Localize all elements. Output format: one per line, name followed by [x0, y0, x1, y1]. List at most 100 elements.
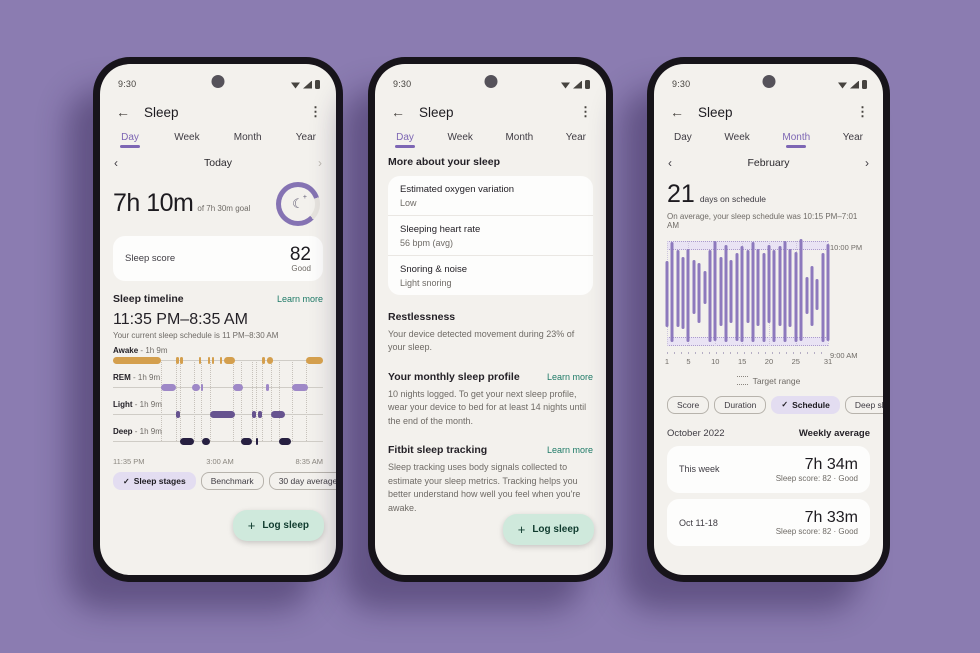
tab-year[interactable]: Year — [566, 132, 586, 148]
info-section: Fitbit sleep tracking Learn more Sleep tra… — [375, 438, 606, 525]
status-icons — [561, 79, 590, 89]
chip-schedule[interactable]: ✓ Schedule — [771, 395, 840, 414]
next-month-icon[interactable]: › — [864, 155, 869, 170]
stage-segment-bar — [201, 384, 203, 392]
stage-connector-line — [209, 362, 211, 442]
schedule-bar — [788, 248, 792, 328]
stage-connector-line — [251, 362, 253, 442]
app-bar: ← Sleep ⋮ — [375, 96, 606, 126]
log-sleep-fab[interactable]: + Log sleep — [232, 510, 324, 541]
status-bar: 9:30 — [375, 64, 606, 96]
stage-segment-bar — [176, 357, 180, 365]
weekly-average-card[interactable]: This week 7h 34m Sleep score: 82 · Good — [667, 445, 870, 493]
chip-label: Schedule — [792, 399, 830, 410]
schedule-bar — [799, 238, 803, 341]
app-bar: ← Sleep ⋮ — [100, 96, 336, 126]
chip-benchmark[interactable]: Benchmark — [200, 472, 264, 491]
tab-day[interactable]: Day — [395, 132, 415, 148]
chart-legend: Target range — [654, 370, 883, 388]
time-axis-label: 8:35 AM — [295, 457, 323, 467]
metric-filter-chips: Score Duration ✓Schedule Deep sleep — [654, 388, 883, 414]
back-icon[interactable]: ← — [391, 104, 405, 120]
chip-label: Duration — [724, 399, 757, 410]
tab-year[interactable]: Year — [296, 132, 316, 148]
learn-more-link[interactable]: Learn more — [546, 445, 593, 455]
sleep-timeline-header: Sleep timeline Learn more — [100, 291, 336, 309]
metric-value: 56 bpm (avg) — [400, 237, 454, 248]
plus-icon: + — [517, 522, 526, 537]
tab-day[interactable]: Day — [120, 132, 140, 148]
stage-connector-line — [201, 362, 203, 442]
info-section: Your monthly sleep profile Learn more 10 n… — [375, 365, 606, 439]
schedule-bar — [735, 253, 739, 341]
schedule-bar — [697, 263, 701, 323]
tab-month[interactable]: Month — [782, 132, 810, 148]
learn-more-link[interactable]: Learn more — [546, 371, 593, 382]
timeline-axis-labels: 11:35 PM 3:00 AM 8:35 AM — [100, 454, 336, 466]
chip-label: 30 day average — [278, 476, 336, 487]
tab-label: Day — [396, 132, 414, 143]
sleep-score-card[interactable]: Sleep score 82 Good — [113, 235, 323, 282]
schedule-bar — [676, 249, 680, 328]
chip-30-day-average[interactable]: 30 day average — [268, 472, 336, 491]
stage-segment-bar — [176, 411, 181, 419]
log-sleep-fab[interactable]: + Log sleep — [502, 514, 594, 545]
schedule-bar — [778, 246, 782, 326]
status-time: 9:30 — [672, 79, 691, 89]
stage-connector-line — [161, 362, 163, 442]
stage-label: Light - 1h 9m — [113, 400, 162, 410]
info-section: Restlessness Your device detected movemen… — [375, 305, 606, 365]
metric-card-snoring-noise[interactable]: Snoring & noise Light snoring — [388, 254, 593, 295]
more-options-icon[interactable]: ⋮ — [579, 104, 592, 119]
metric-card-estimated-oxygen-variation[interactable]: Estimated oxygen variation Low — [388, 176, 593, 215]
metric-card-sleeping-heart-rate[interactable]: Sleeping heart rate 56 bpm (avg) — [388, 214, 593, 255]
tab-week[interactable]: Week — [448, 132, 473, 148]
weekly-average-card[interactable]: Oct 11-18 7h 33m Sleep score: 82 · Good — [667, 498, 870, 547]
tab-month[interactable]: Month — [505, 132, 533, 148]
tab-month[interactable]: Month — [234, 132, 262, 148]
monthly-schedule-chart: 10:00 PM 9:00 AM 1 5 10 15 20 25 31 — [665, 238, 870, 370]
chip-sleep-stages[interactable]: ✓ Sleep stages — [113, 472, 196, 491]
stage-segment-bar — [113, 357, 162, 365]
timeline-learn-more-link[interactable]: Learn more — [276, 294, 323, 305]
chip-score[interactable]: Score — [667, 395, 710, 414]
prev-date-icon[interactable]: ‹ — [114, 155, 118, 170]
tab-label: Month — [505, 132, 534, 143]
tab-week[interactable]: Week — [724, 132, 749, 148]
chip-duration[interactable]: Duration — [714, 395, 767, 414]
more-options-icon[interactable]: ⋮ — [309, 104, 322, 119]
stage-track — [113, 384, 323, 392]
next-date-icon[interactable]: › — [318, 155, 322, 170]
info-sections: Restlessness Your device detected movemen… — [375, 305, 606, 526]
back-icon[interactable]: ← — [670, 104, 684, 120]
stage-segment-bar — [209, 411, 235, 419]
sleep-stage-row: Deep - 1h 9m — [113, 427, 323, 446]
stage-label: Deep - 1h 9m — [113, 427, 162, 437]
stage-segment-bar — [161, 384, 176, 392]
stage-segment-bar — [241, 438, 252, 446]
schedule-bar — [751, 241, 755, 342]
sleep-stage-row: REM - 1h 9m — [113, 373, 323, 392]
check-icon: ✓ — [123, 476, 130, 486]
tab-day[interactable]: Day — [674, 132, 692, 148]
list-month-label: October 2022 — [667, 427, 725, 439]
stage-segment-bar — [291, 384, 309, 392]
stage-segment-bar — [224, 357, 235, 365]
stage-segment-bar — [180, 438, 194, 446]
more-options-icon[interactable]: ⋮ — [856, 104, 869, 119]
prev-month-icon[interactable]: ‹ — [668, 155, 672, 170]
stage-segment-bar — [191, 384, 201, 392]
tab-year[interactable]: Year — [843, 132, 863, 148]
tab-week[interactable]: Week — [174, 132, 199, 148]
status-bar: 9:30 — [654, 64, 883, 96]
tab-label: Year — [295, 132, 316, 143]
chip-deep-sleep[interactable]: Deep sleep — [844, 395, 883, 414]
screen: 9:30 ← Sleep ⋮ Day Week Month Year More abo… — [375, 64, 606, 575]
stage-name: Deep — [113, 427, 133, 437]
section-title: Your monthly sleep profile — [388, 370, 520, 383]
schedule-bar — [826, 244, 830, 341]
week-score-text: Sleep score: 82 · Good — [775, 527, 858, 537]
tab-label: Week — [447, 132, 473, 143]
stage-label: REM - 1h 9m — [113, 373, 161, 383]
back-icon[interactable]: ← — [116, 104, 130, 120]
